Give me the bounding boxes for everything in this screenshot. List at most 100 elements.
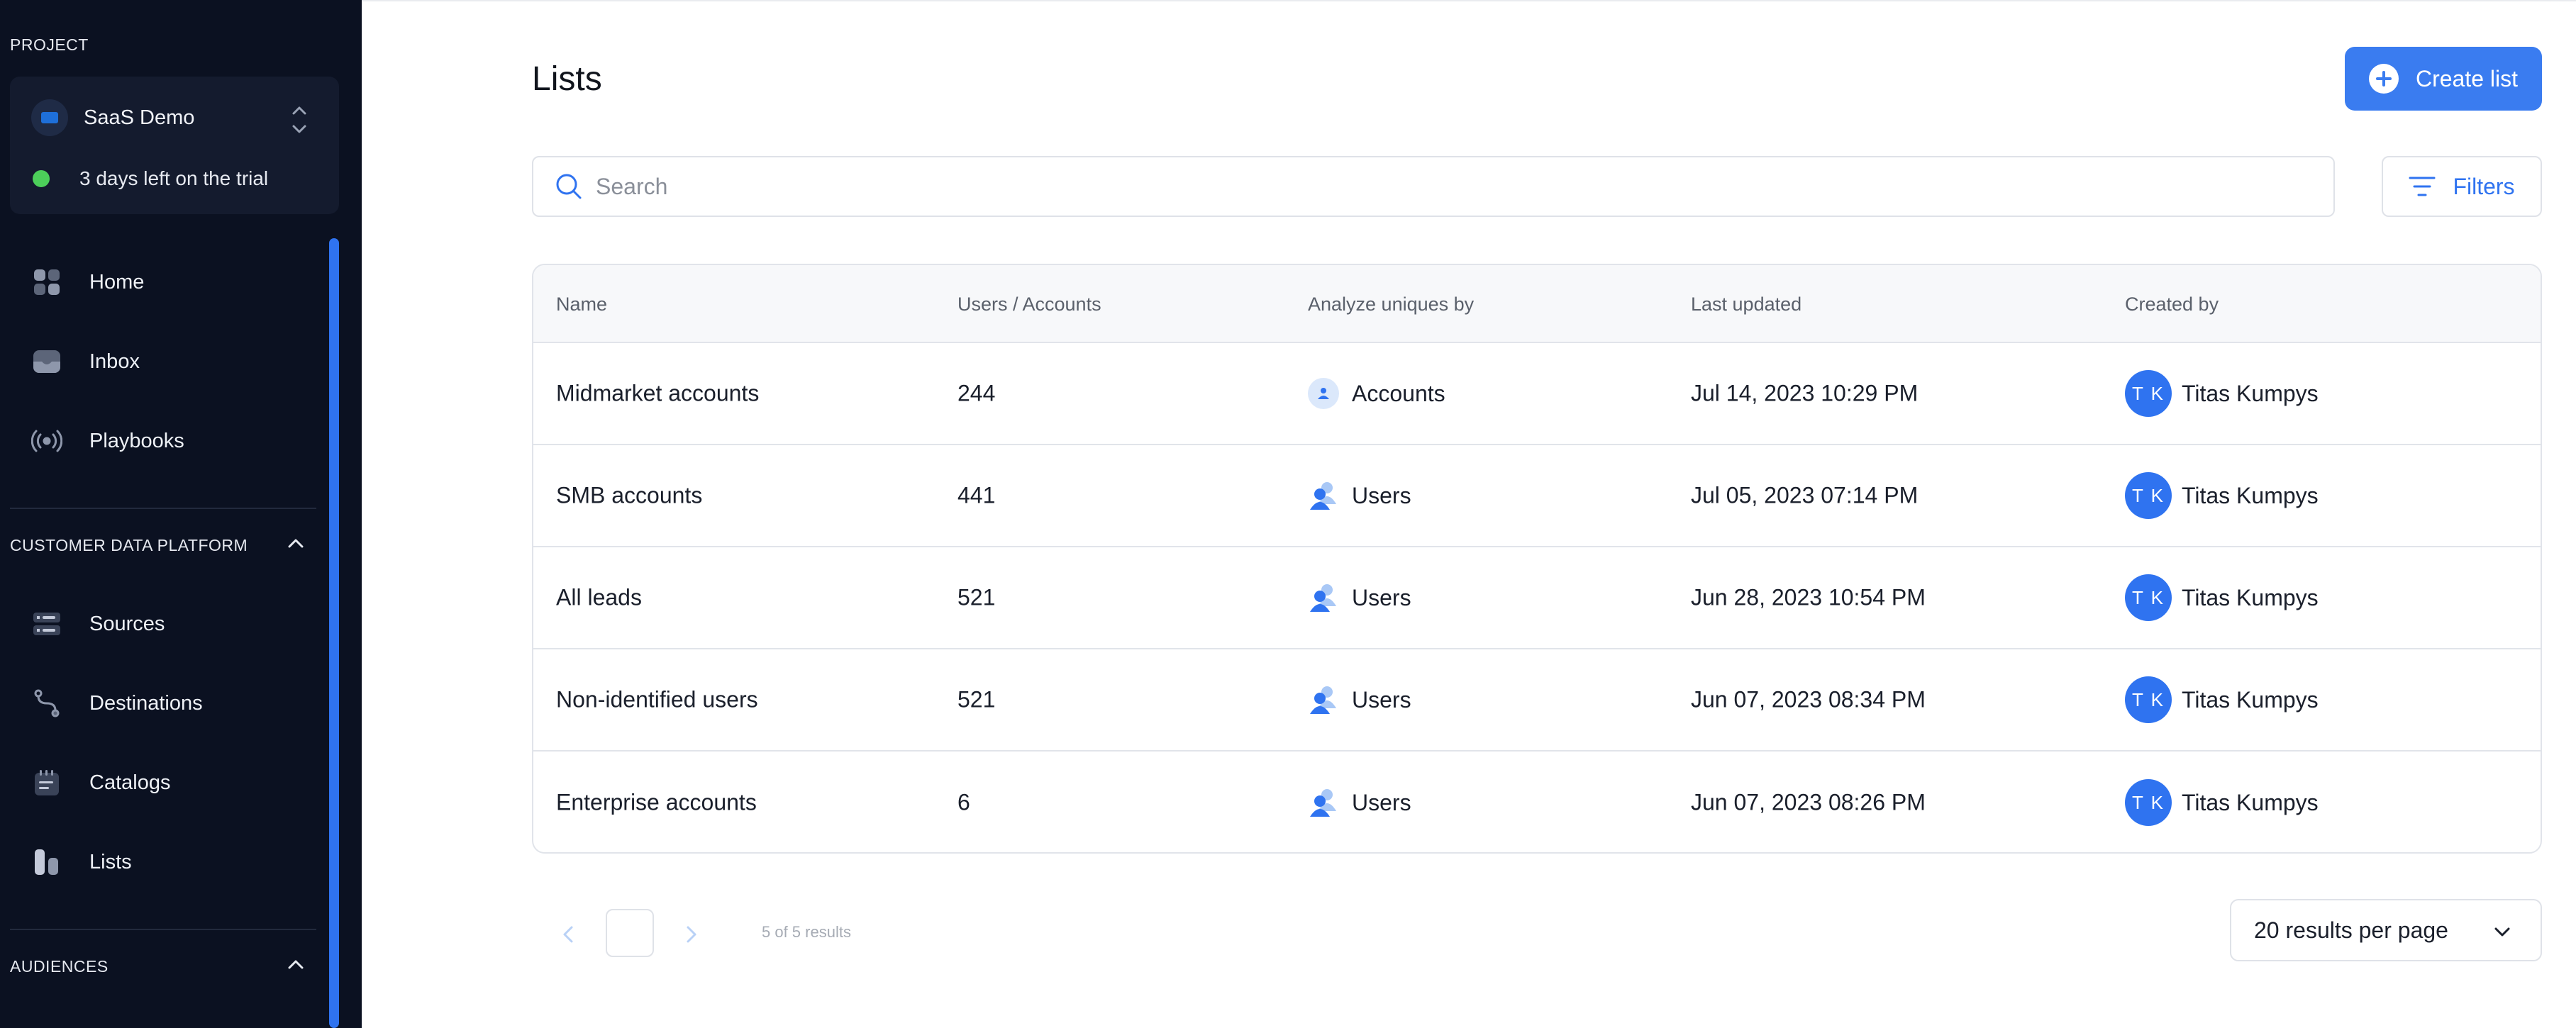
row-creator: T K Titas Kumpys xyxy=(2125,574,2319,621)
row-name: SMB accounts xyxy=(556,482,703,508)
row-updated: Jul 05, 2023 07:14 PM xyxy=(1691,482,1919,508)
row-uniques: Users xyxy=(1308,582,1411,613)
destinations-icon xyxy=(31,688,62,719)
row-creator-name: Titas Kumpys xyxy=(2182,380,2319,406)
table-header: Name Users / Accounts Analyze uniques by… xyxy=(533,265,2541,343)
row-creator-name: Titas Kumpys xyxy=(2182,686,2319,713)
table-row[interactable]: Midmarket accounts 244 Accounts Jul 14, … xyxy=(533,343,2541,445)
row-updated: Jul 14, 2023 10:29 PM xyxy=(1691,380,1919,406)
project-section-title: PROJECT xyxy=(10,35,89,54)
sidebar-item-sources[interactable]: Sources xyxy=(31,603,165,645)
lists-table: Name Users / Accounts Analyze uniques by… xyxy=(532,264,2542,854)
sidebar-scrollbar[interactable] xyxy=(329,238,339,1028)
sidebar-divider xyxy=(10,508,316,509)
row-uniques: Users xyxy=(1308,787,1411,818)
sidebar-item-destinations[interactable]: Destinations xyxy=(31,682,203,725)
account-icon xyxy=(1308,378,1339,409)
sidebar-item-label: Playbooks xyxy=(89,429,184,452)
sources-icon xyxy=(31,608,62,639)
avatar: T K xyxy=(2125,472,2172,519)
row-uniques-label: Users xyxy=(1352,584,1411,610)
row-name: All leads xyxy=(556,584,642,610)
avatar: T K xyxy=(2125,779,2172,826)
row-updated: Jun 28, 2023 10:54 PM xyxy=(1691,584,1926,610)
create-list-button[interactable]: Create list xyxy=(2345,47,2542,111)
search-box[interactable] xyxy=(532,156,2335,217)
row-creator-name: Titas Kumpys xyxy=(2182,482,2319,508)
search-input[interactable] xyxy=(596,173,2227,200)
create-list-label: Create list xyxy=(2415,65,2519,91)
chevron-right-icon[interactable] xyxy=(675,919,706,950)
row-count: 441 xyxy=(957,482,996,508)
table-row[interactable]: SMB accounts 441 Users Jul 05, 2023 07:1… xyxy=(533,445,2541,547)
row-uniques-label: Users xyxy=(1352,686,1411,713)
avatar: T K xyxy=(2125,574,2172,621)
top-border xyxy=(362,0,2576,1)
sidebar-divider xyxy=(10,929,316,930)
trial-status-dot xyxy=(33,170,50,187)
users-icon xyxy=(1310,482,1336,510)
row-name: Midmarket accounts xyxy=(556,380,760,406)
filter-icon xyxy=(2409,177,2436,196)
search-icon xyxy=(556,174,582,199)
sidebar-item-inbox[interactable]: Inbox xyxy=(31,340,140,383)
results-per-page-label: 20 results per page xyxy=(2254,917,2448,943)
avatar: T K xyxy=(2125,370,2172,417)
sidebar-item-label: Sources xyxy=(89,612,165,635)
row-uniques: Accounts xyxy=(1308,378,1445,409)
catalogs-icon xyxy=(31,767,62,798)
row-creator-name: Titas Kumpys xyxy=(2182,789,2319,815)
sidebar-item-playbooks[interactable]: Playbooks xyxy=(31,420,184,462)
row-count: 521 xyxy=(957,584,996,610)
chevron-left-icon[interactable] xyxy=(553,919,584,950)
pagination-results-text: 5 of 5 results xyxy=(762,923,851,941)
playbooks-icon xyxy=(31,425,62,457)
row-updated: Jun 07, 2023 08:26 PM xyxy=(1691,789,1926,815)
home-icon xyxy=(31,267,62,298)
sidebar-item-catalogs[interactable]: Catalogs xyxy=(31,761,170,804)
users-icon xyxy=(1310,686,1336,714)
chevron-up-icon[interactable] xyxy=(287,535,305,553)
row-creator: T K Titas Kumpys xyxy=(2125,472,2319,519)
sidebar-item-label: Destinations xyxy=(89,691,203,715)
sidebar-item-label: Catalogs xyxy=(89,771,171,794)
chevron-down-icon xyxy=(2494,927,2510,937)
row-name: Enterprise accounts xyxy=(556,789,757,815)
cdp-section-title: CUSTOMER DATA PLATFORM xyxy=(10,536,248,554)
sidebar-item-label: Lists xyxy=(89,850,132,873)
sidebar: PROJECT SaaS Demo 3 days left on the tri… xyxy=(0,0,362,1028)
audiences-section-title: AUDIENCES xyxy=(10,957,109,976)
sidebar-item-lists[interactable]: Lists xyxy=(31,841,132,883)
project-switcher[interactable]: SaaS Demo 3 days left on the trial xyxy=(10,77,339,214)
row-updated: Jun 07, 2023 08:34 PM xyxy=(1691,686,1926,713)
sidebar-item-label: Inbox xyxy=(89,350,140,373)
sidebar-item-home[interactable]: Home xyxy=(31,261,144,303)
column-header-created-by[interactable]: Created by xyxy=(2125,294,2219,315)
filters-button[interactable]: Filters xyxy=(2382,156,2542,217)
project-name: SaaS Demo xyxy=(84,106,195,129)
row-count: 521 xyxy=(957,686,996,713)
row-name: Non-identified users xyxy=(556,686,758,713)
column-header-name[interactable]: Name xyxy=(556,294,608,315)
table-row[interactable]: Enterprise accounts 6 Users Jun 07, 2023… xyxy=(533,752,2541,852)
row-creator: T K Titas Kumpys xyxy=(2125,370,2319,417)
chevron-up-down-icon[interactable] xyxy=(289,104,309,136)
results-per-page-select[interactable]: 20 results per page xyxy=(2230,899,2542,961)
column-header-last-updated[interactable]: Last updated xyxy=(1691,294,1802,315)
page-title: Lists xyxy=(532,60,602,98)
lists-icon xyxy=(31,847,62,878)
row-uniques-label: Users xyxy=(1352,482,1411,508)
page-number-box[interactable] xyxy=(606,909,654,957)
table-row[interactable]: All leads 521 Users Jun 28, 2023 10:54 P… xyxy=(533,547,2541,649)
row-uniques: Users xyxy=(1308,684,1411,715)
row-creator-name: Titas Kumpys xyxy=(2182,584,2319,610)
chevron-up-icon[interactable] xyxy=(287,956,305,974)
row-count: 244 xyxy=(957,380,996,406)
users-icon xyxy=(1310,584,1336,612)
column-header-users-accounts[interactable]: Users / Accounts xyxy=(957,294,1101,315)
sidebar-item-label: Home xyxy=(89,270,145,294)
avatar: T K xyxy=(2125,676,2172,723)
table-row[interactable]: Non-identified users 521 Users Jun 07, 2… xyxy=(533,649,2541,752)
column-header-analyze-uniques[interactable]: Analyze uniques by xyxy=(1308,294,1475,315)
project-logo-icon xyxy=(31,99,68,136)
